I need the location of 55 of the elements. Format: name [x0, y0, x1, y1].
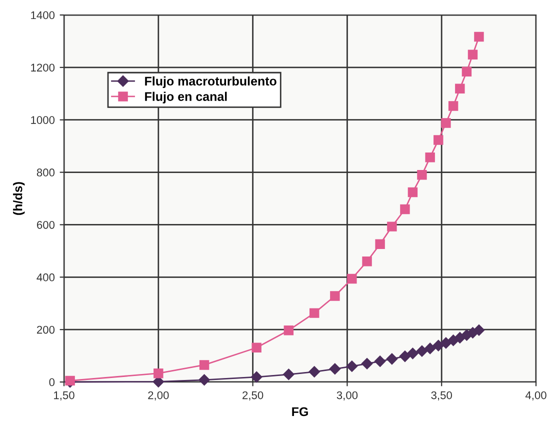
point — [154, 368, 164, 378]
point — [408, 187, 418, 198]
point — [468, 50, 478, 60]
point — [417, 170, 427, 180]
y-tick-label: 600 — [37, 220, 55, 229]
point — [448, 101, 458, 111]
point — [434, 135, 444, 145]
y-tick-label: 1000 — [31, 116, 55, 124]
x-tick-label: 1,50 — [54, 391, 74, 400]
point — [400, 204, 410, 214]
point — [284, 325, 294, 336]
point — [199, 360, 210, 370]
point — [308, 366, 320, 378]
point — [330, 291, 340, 301]
point — [441, 118, 451, 128]
point — [474, 32, 484, 42]
point — [399, 350, 411, 362]
y-tick-label: 800 — [36, 168, 55, 176]
y-tick-label: 1200 — [31, 64, 55, 72]
point — [374, 356, 386, 367]
point — [362, 256, 372, 266]
point — [473, 324, 485, 336]
point — [375, 239, 385, 249]
y-tick-label: 0 — [49, 378, 55, 386]
y-tick-label: 400 — [36, 273, 55, 282]
legend-label: Flujo macroturbulento — [145, 76, 276, 88]
y-tick-label: 1400 — [31, 11, 55, 20]
point — [347, 274, 357, 284]
point — [250, 371, 262, 383]
point — [252, 342, 262, 353]
y-axis-title: (h/ds) — [13, 182, 25, 215]
x-tick-label: 4,00 — [525, 391, 546, 400]
point — [455, 84, 465, 94]
point — [425, 152, 435, 162]
x-tick-label: 3,00 — [336, 391, 358, 400]
point — [361, 358, 373, 370]
point — [432, 340, 444, 352]
x-tick-label: 2,50 — [242, 391, 264, 400]
point — [329, 363, 341, 374]
point — [462, 66, 472, 76]
point — [198, 374, 210, 386]
point — [309, 308, 320, 318]
point — [283, 368, 294, 380]
point — [440, 337, 452, 349]
point — [407, 348, 418, 360]
point — [416, 345, 428, 357]
point — [386, 353, 398, 365]
y-tick-label: 200 — [36, 326, 55, 334]
point — [346, 360, 358, 372]
x-tick-label: 3,50 — [431, 391, 452, 400]
point — [387, 222, 397, 232]
x-tick-label: 2,00 — [148, 391, 169, 400]
x-axis-title: FG — [292, 407, 308, 416]
point — [424, 342, 436, 354]
legend-label: Flujo en canal — [145, 92, 227, 104]
